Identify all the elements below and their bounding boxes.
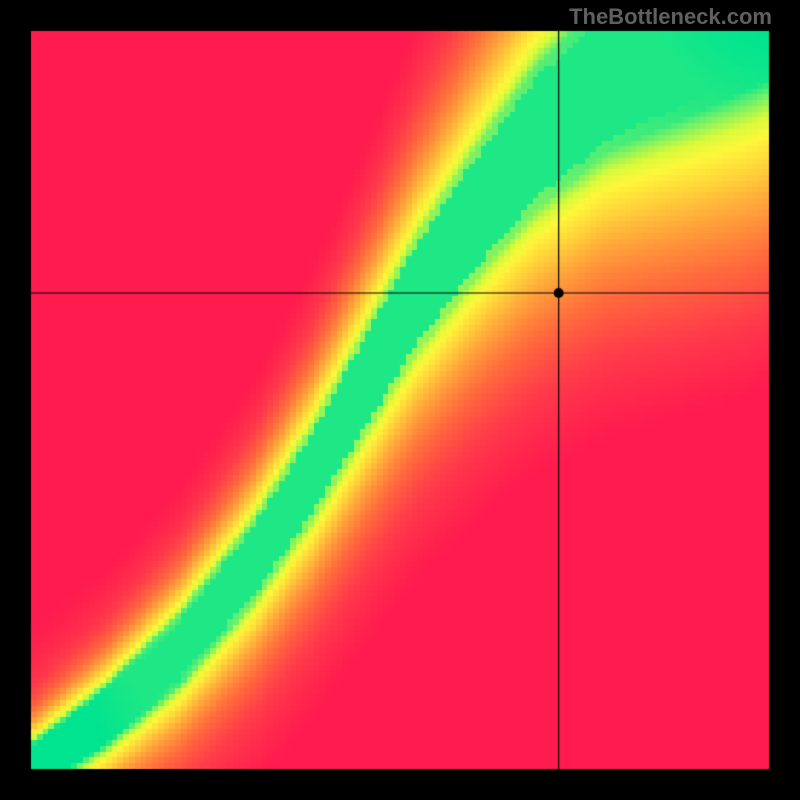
watermark-text: TheBottleneck.com (569, 4, 772, 30)
chart-container: TheBottleneck.com (0, 0, 800, 800)
bottleneck-heatmap-canvas (0, 0, 800, 800)
